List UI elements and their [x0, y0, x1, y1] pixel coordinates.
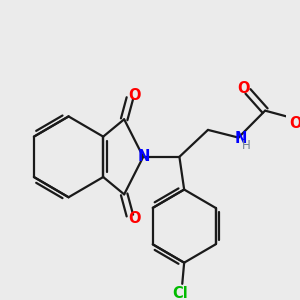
Text: O: O [128, 211, 141, 226]
Text: N: N [234, 131, 247, 146]
Text: H: H [242, 139, 250, 152]
Text: O: O [289, 116, 300, 131]
Text: O: O [128, 88, 141, 103]
Text: N: N [138, 149, 150, 164]
Text: Cl: Cl [172, 286, 188, 300]
Text: O: O [237, 81, 250, 96]
